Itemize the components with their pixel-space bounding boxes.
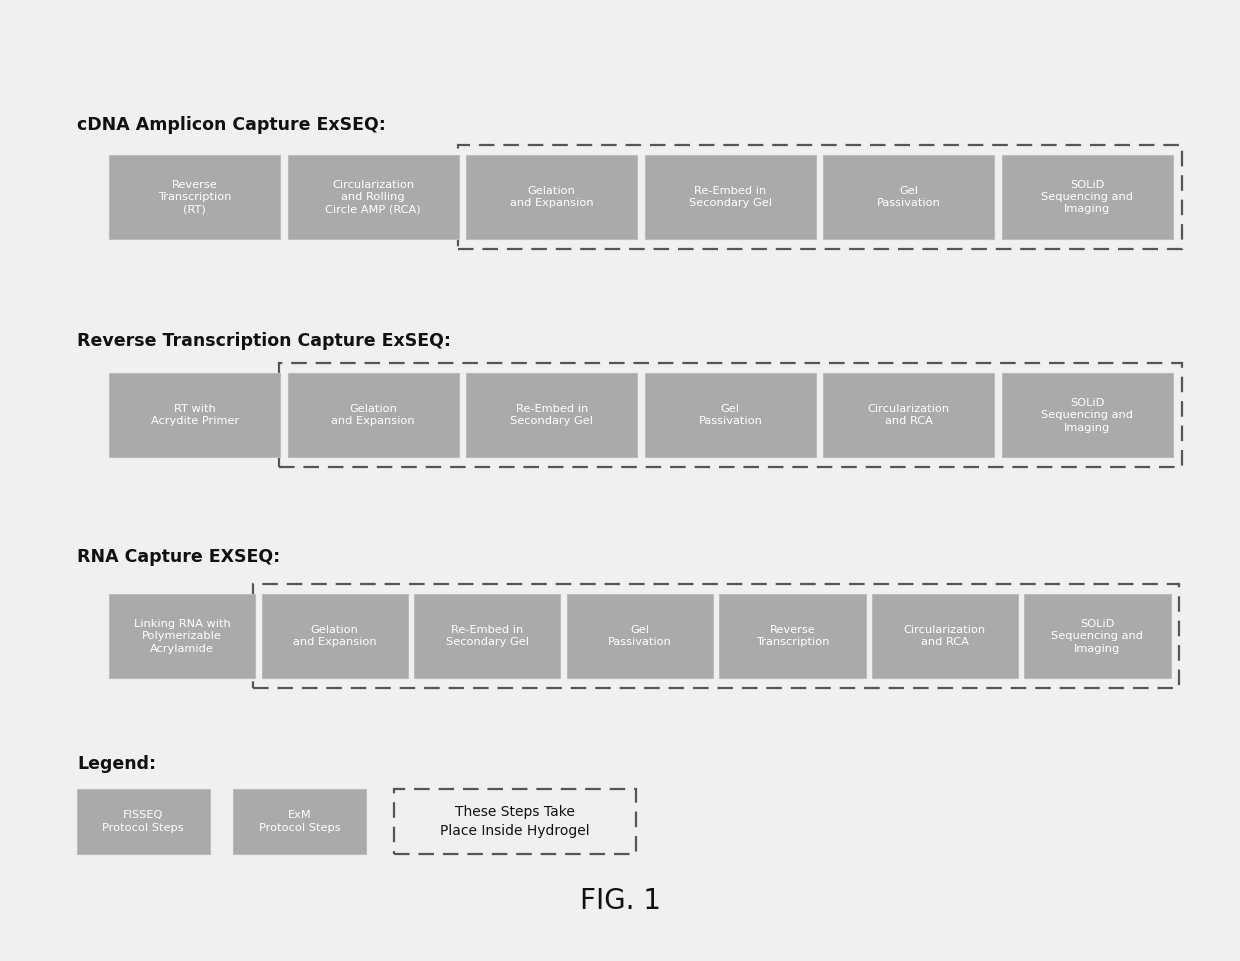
FancyBboxPatch shape	[262, 594, 408, 678]
Text: Re-Embed in
Secondary Gel: Re-Embed in Secondary Gel	[511, 404, 593, 427]
Text: Circularization
and RCA: Circularization and RCA	[904, 625, 986, 648]
FancyBboxPatch shape	[823, 373, 994, 457]
Text: Reverse Transcription Capture ExSEQ:: Reverse Transcription Capture ExSEQ:	[77, 333, 451, 350]
Text: Legend:: Legend:	[77, 755, 156, 773]
Text: These Steps Take
Place Inside Hydrogel: These Steps Take Place Inside Hydrogel	[440, 805, 590, 838]
Text: SOLiD
Sequencing and
Imaging: SOLiD Sequencing and Imaging	[1042, 398, 1133, 432]
Text: Reverse
Transcription: Reverse Transcription	[755, 625, 830, 648]
Bar	[394, 789, 636, 854]
FancyBboxPatch shape	[823, 155, 994, 239]
Text: Circularization
and RCA: Circularization and RCA	[868, 404, 950, 427]
Text: Gelation
and Expansion: Gelation and Expansion	[510, 185, 594, 209]
FancyBboxPatch shape	[109, 373, 280, 457]
FancyBboxPatch shape	[719, 594, 866, 678]
FancyBboxPatch shape	[109, 594, 255, 678]
FancyBboxPatch shape	[77, 789, 210, 854]
Text: Gelation
and Expansion: Gelation and Expansion	[293, 625, 377, 648]
Text: RT with
Acrydite Primer: RT with Acrydite Primer	[150, 404, 239, 427]
Text: Gel
Passivation: Gel Passivation	[877, 185, 941, 209]
Text: RNA Capture EXSEQ:: RNA Capture EXSEQ:	[77, 549, 280, 566]
Text: Gel
Passivation: Gel Passivation	[608, 625, 672, 648]
Bar	[458, 145, 1182, 249]
FancyBboxPatch shape	[109, 155, 280, 239]
Text: ExM
Protocol Steps: ExM Protocol Steps	[259, 810, 340, 833]
Text: SOLiD
Sequencing and
Imaging: SOLiD Sequencing and Imaging	[1052, 619, 1143, 653]
FancyBboxPatch shape	[567, 594, 713, 678]
FancyBboxPatch shape	[645, 155, 816, 239]
Text: cDNA Amplicon Capture ExSEQ:: cDNA Amplicon Capture ExSEQ:	[77, 116, 386, 134]
FancyBboxPatch shape	[414, 594, 560, 678]
Text: FISSEQ
Protocol Steps: FISSEQ Protocol Steps	[103, 810, 184, 833]
Text: Linking RNA with
Polymerizable
Acrylamide: Linking RNA with Polymerizable Acrylamid…	[134, 619, 231, 653]
Text: Circularization
and Rolling
Circle AMP (RCA): Circularization and Rolling Circle AMP (…	[325, 180, 422, 214]
Text: Reverse
Transcription
(RT): Reverse Transcription (RT)	[157, 180, 232, 214]
Bar	[253, 584, 1179, 688]
Text: Re-Embed in
Secondary Gel: Re-Embed in Secondary Gel	[689, 185, 771, 209]
Text: FIG. 1: FIG. 1	[579, 887, 661, 916]
FancyBboxPatch shape	[1024, 594, 1171, 678]
FancyBboxPatch shape	[233, 789, 366, 854]
FancyBboxPatch shape	[288, 155, 459, 239]
FancyBboxPatch shape	[1002, 373, 1173, 457]
FancyBboxPatch shape	[872, 594, 1018, 678]
Text: Gelation
and Expansion: Gelation and Expansion	[331, 404, 415, 427]
FancyBboxPatch shape	[645, 373, 816, 457]
Text: Re-Embed in
Secondary Gel: Re-Embed in Secondary Gel	[446, 625, 528, 648]
Bar	[279, 363, 1182, 467]
FancyBboxPatch shape	[1002, 155, 1173, 239]
FancyBboxPatch shape	[466, 373, 637, 457]
FancyBboxPatch shape	[288, 373, 459, 457]
Text: Gel
Passivation: Gel Passivation	[698, 404, 763, 427]
FancyBboxPatch shape	[466, 155, 637, 239]
Text: SOLiD
Sequencing and
Imaging: SOLiD Sequencing and Imaging	[1042, 180, 1133, 214]
